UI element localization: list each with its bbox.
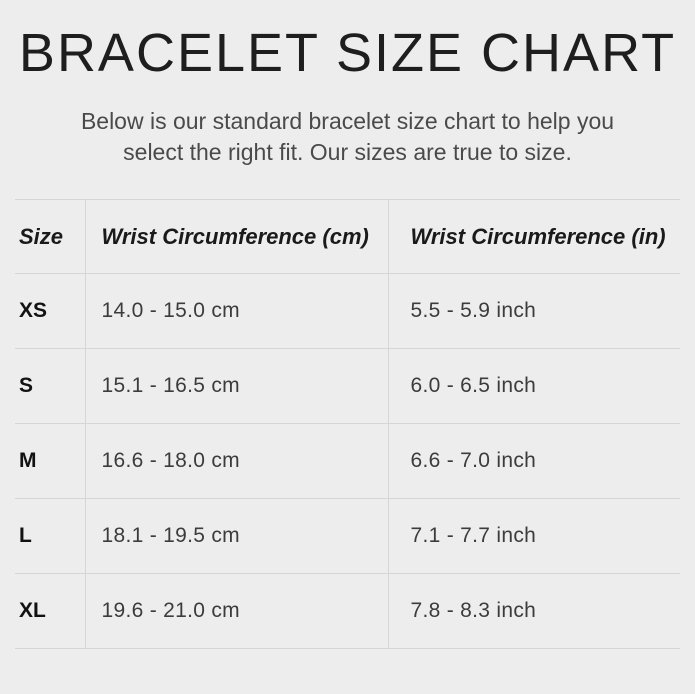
table-row-xs: XS 14.0 - 15.0 cm 5.5 - 5.9 inch [15,273,680,349]
page-title: BRACELET SIZE CHART [18,23,677,83]
column-header-in: Wrist Circumference (in) [410,223,666,249]
column-header-size: Size [15,199,86,274]
size-label-cell: L [15,498,86,574]
size-chart-table: Size Wrist Circumference (cm) Wrist Circ… [15,199,680,649]
cm-range-cell: 14.0 - 15.0 cm [85,273,389,349]
table-row-xl: XL 19.6 - 21.0 cm 7.8 - 8.3 inch [15,573,680,649]
cm-range-cell: 16.6 - 18.0 cm [85,423,389,499]
inch-range-cell: 5.5 - 5.9 inch [410,299,537,322]
table-header-row: Size Wrist Circumference (cm) Wrist Circ… [15,199,680,274]
table-row-m: M 16.6 - 18.0 cm 6.6 - 7.0 inch [15,423,680,499]
cm-range-cell: 15.1 - 16.5 cm [85,348,389,424]
cm-range-cell: 18.1 - 19.5 cm [85,498,389,574]
cm-range-cell: 19.6 - 21.0 cm [85,573,389,649]
inch-range-cell: 6.6 - 7.0 inch [410,449,537,472]
size-label-cell: XL [15,573,86,649]
size-label-cell: XS [15,273,86,349]
table-row-s: S 15.1 - 16.5 cm 6.0 - 6.5 inch [15,348,680,424]
subtitle-line-2: select the right fit. Our sizes are true… [123,139,572,165]
size-label-cell: S [15,348,86,424]
inch-range-cell: 7.8 - 8.3 inch [410,599,537,622]
subtitle-line-1: Below is our standard bracelet size char… [80,108,615,134]
inch-range-cell: 6.0 - 6.5 inch [410,374,537,397]
column-header-cm: Wrist Circumference (cm) [85,199,389,274]
table-row-l: L 18.1 - 19.5 cm 7.1 - 7.7 inch [15,498,680,574]
size-label-cell: M [15,423,86,499]
page-subtitle: Below is our standard bracelet size char… [0,106,695,168]
inch-range-cell: 7.1 - 7.7 inch [410,524,537,547]
